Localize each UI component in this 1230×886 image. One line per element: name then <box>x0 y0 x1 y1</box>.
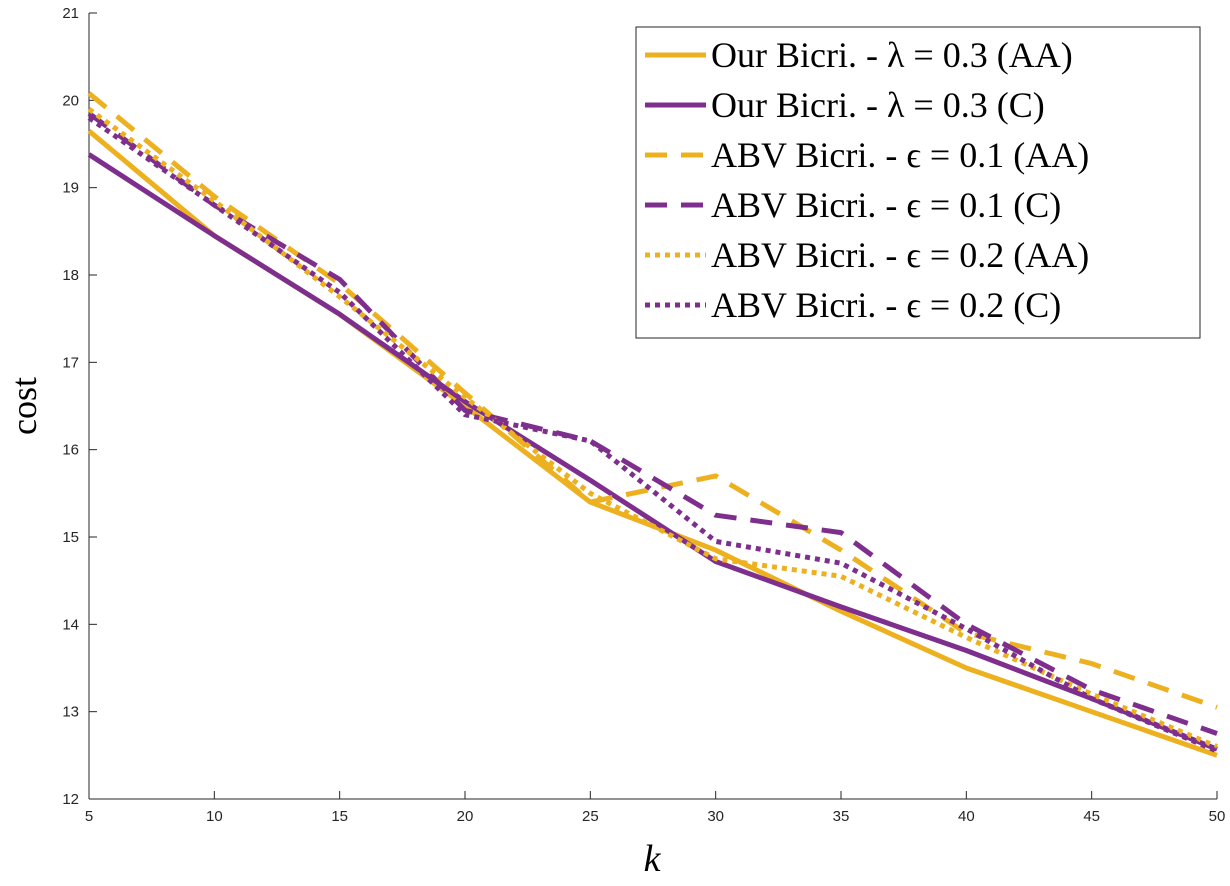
legend-label-4: ABV Bicri. - ϵ = 0.1 (C) <box>711 185 1061 225</box>
y-tick-label: 15 <box>62 529 79 546</box>
series-line-2 <box>87 152 1218 752</box>
y-tick-label: 14 <box>62 616 79 633</box>
x-ticks: 5 10 15 20 25 30 35 40 45 50 <box>85 791 1226 825</box>
x-tick-label: 15 <box>331 808 348 825</box>
x-tick-label: 10 <box>206 808 223 825</box>
legend-label-2: Our Bicri. - λ = 0.3 (C) <box>711 85 1045 125</box>
x-tick-label: 45 <box>1083 808 1100 825</box>
series-line-4 <box>87 111 1218 736</box>
legend-label-3: ABV Bicri. - ϵ = 0.1 (AA) <box>711 135 1089 175</box>
legend: Our Bicri. - λ = 0.3 (AA) Our Bicri. - λ … <box>635 26 1201 339</box>
series-line-3 <box>87 91 1218 710</box>
x-tick-label: 50 <box>1209 808 1226 825</box>
x-tick-label: 5 <box>85 808 93 825</box>
legend-label-6: ABV Bicri. - ϵ = 0.2 (C) <box>711 285 1061 325</box>
y-tick-label: 19 <box>62 180 79 197</box>
legend-box <box>635 26 1201 339</box>
series-line-5 <box>87 107 1218 749</box>
x-tick-label: 20 <box>457 808 474 825</box>
legend-label-5: ABV Bicri. - ϵ = 0.2 (AA) <box>711 235 1089 275</box>
x-tick-label: 35 <box>833 808 850 825</box>
y-tick-label: 20 <box>62 92 79 109</box>
series-layer <box>87 91 1218 758</box>
legend-label-1: Our Bicri. - λ = 0.3 (AA) <box>711 35 1073 75</box>
plot-area <box>88 13 1217 800</box>
x-tick-label: 25 <box>582 808 599 825</box>
y-axis-title: cost <box>4 377 44 435</box>
x-axis-title: k <box>644 838 662 880</box>
x-tick-label: 30 <box>707 808 724 825</box>
y-tick-label: 13 <box>62 704 79 721</box>
y-ticks: 12 13 14 15 16 17 18 19 20 21 <box>62 5 97 808</box>
x-tick-label: 40 <box>958 808 975 825</box>
y-tick-label: 12 <box>62 791 79 808</box>
y-tick-label: 18 <box>62 267 79 284</box>
y-tick-label: 21 <box>62 5 79 22</box>
y-tick-label: 16 <box>62 442 79 459</box>
y-tick-label: 17 <box>62 354 79 371</box>
